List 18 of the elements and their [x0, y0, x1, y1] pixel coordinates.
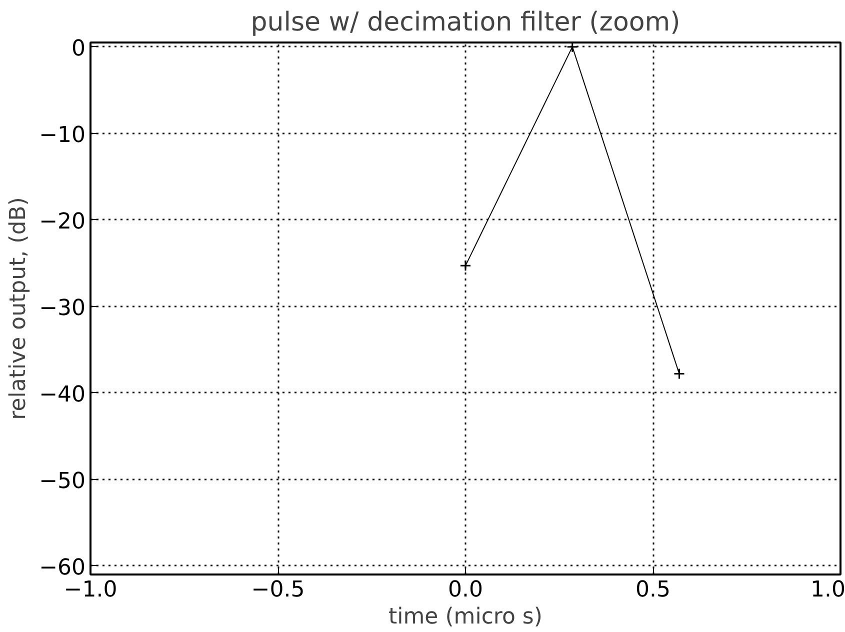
chart-title: pulse w/ decimation filter (zoom) [250, 8, 680, 38]
y-axis-title: relative output, (dB) [6, 197, 32, 420]
y-tick-label: −10 [39, 122, 86, 148]
y-tick-label: 0 [72, 36, 86, 62]
point [460, 260, 472, 272]
x-tick-label: 1.0 [810, 578, 845, 602]
x-tick-label: 0.0 [448, 578, 484, 602]
x-tick-label: 0.5 [636, 578, 671, 602]
x-tick-label: −0.5 [251, 578, 305, 602]
y-tick-label: −60 [39, 555, 86, 580]
point [674, 368, 685, 380]
point [566, 42, 578, 53]
x-tick-label: −1.0 [64, 578, 118, 602]
y-tick-label: −50 [39, 468, 86, 494]
x-axis-title: time (micro s) [388, 604, 542, 630]
y-tick-label: −20 [39, 209, 86, 234]
y-tick-label: −40 [39, 382, 86, 408]
y-tick-label: −30 [39, 296, 86, 321]
